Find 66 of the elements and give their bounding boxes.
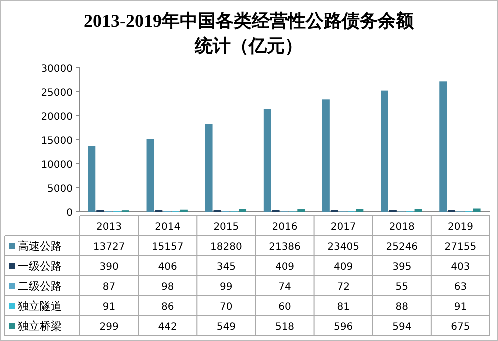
chart-title: 2013-2019年中国各类经营性公路债务余额统计（亿元） (84, 11, 415, 56)
data-label: 27155 (444, 242, 477, 253)
data-label: 86 (161, 302, 174, 313)
bar (264, 109, 272, 212)
bar (205, 124, 213, 212)
x-tick-label: 2017 (330, 222, 356, 233)
data-label: 518 (275, 322, 295, 333)
bar (356, 209, 364, 212)
data-label: 442 (158, 322, 178, 333)
legend-label: 二级公路 (18, 280, 62, 293)
data-label: 18280 (210, 242, 242, 253)
data-label: 25246 (386, 242, 418, 253)
data-label: 74 (278, 282, 292, 293)
data-label: 88 (396, 302, 409, 313)
y-tick-label: 30000 (41, 64, 73, 75)
x-tick-label: 2014 (155, 222, 181, 233)
data-label: 403 (451, 262, 470, 273)
bar (440, 82, 448, 212)
data-label: 87 (102, 282, 116, 293)
x-tick-label: 2015 (214, 222, 240, 233)
bar (381, 90, 388, 212)
data-label: 91 (454, 302, 468, 313)
y-tick-label: 25000 (41, 88, 73, 99)
data-label: 81 (337, 302, 350, 313)
data-label: 345 (216, 262, 236, 273)
bar (239, 209, 247, 212)
data-label: 23405 (328, 242, 360, 253)
x-tick-label: 2019 (448, 222, 474, 233)
data-label: 390 (100, 262, 119, 273)
y-tick-label: 15000 (41, 136, 73, 147)
x-tick-label: 2018 (389, 222, 415, 233)
data-label: 21386 (269, 242, 301, 253)
data-label: 91 (102, 302, 116, 313)
data-label: 409 (334, 262, 354, 273)
y-tick-label: 0 (66, 208, 73, 219)
data-label: 395 (392, 262, 412, 273)
y-tick-label: 5000 (48, 184, 73, 195)
data-label: 406 (158, 262, 178, 273)
legend-label: 独立桥梁 (18, 320, 62, 333)
data-label: 60 (278, 302, 292, 313)
data-label: 72 (337, 282, 350, 293)
y-tick-label: 20000 (41, 112, 73, 123)
legend-label: 一级公路 (18, 260, 62, 273)
data-label: 99 (220, 282, 233, 293)
data-label: 70 (220, 302, 233, 313)
bar (146, 139, 154, 212)
data-label: 15157 (152, 242, 184, 253)
data-label: 13727 (93, 242, 126, 253)
data-label: 675 (451, 322, 470, 333)
bar (88, 146, 96, 212)
data-label: 98 (161, 282, 174, 293)
data-label: 594 (392, 322, 412, 333)
bar (414, 209, 422, 212)
data-label: 63 (454, 282, 468, 293)
data-label: 55 (396, 282, 409, 293)
data-label: 596 (334, 322, 354, 333)
legend-label: 独立隧道 (18, 300, 62, 313)
data-label: 409 (275, 262, 295, 273)
x-tick-label: 2013 (96, 222, 122, 233)
x-tick-label: 2016 (272, 222, 298, 233)
data-label: 299 (100, 322, 119, 333)
bar (322, 100, 330, 212)
data-label: 549 (216, 322, 236, 333)
legend-label: 高速公路 (18, 240, 62, 253)
bar (473, 208, 481, 212)
y-tick-label: 10000 (41, 160, 73, 171)
